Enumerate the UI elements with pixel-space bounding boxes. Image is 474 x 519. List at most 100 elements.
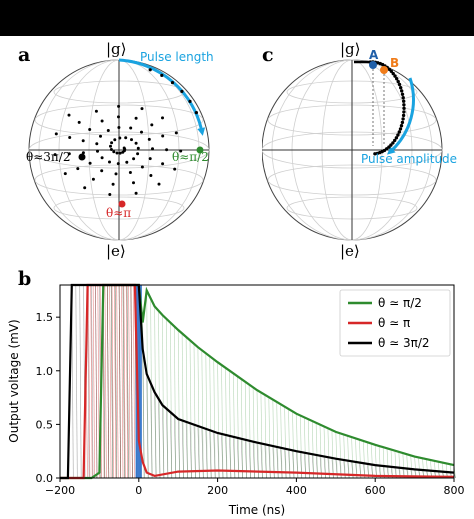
spiral-point: [136, 146, 140, 150]
oscillation-line: [107, 284, 110, 479]
spiral-point: [149, 174, 153, 177]
arc-point: [401, 117, 405, 121]
marker-pi-label: θ≈π: [106, 206, 132, 220]
oscillation-line: [133, 284, 136, 479]
spiral-point: [111, 182, 115, 186]
arc-point: [375, 151, 380, 156]
pulse-length-label: Pulse length: [140, 50, 214, 64]
arc-point: [402, 110, 406, 114]
oscillation-line: [150, 383, 153, 479]
oscillation-line: [181, 420, 184, 479]
spiral-point: [128, 171, 132, 174]
spiral-point: [140, 130, 143, 134]
oscillation-line: [114, 284, 117, 479]
pulse-length-arrow: [118, 58, 206, 136]
oscillation-line: [79, 284, 82, 479]
oscillation-line: [126, 284, 129, 479]
arc-point: [396, 79, 400, 84]
arc-point: [397, 130, 401, 134]
arc-point: [373, 152, 377, 156]
spiral-point: [67, 113, 71, 117]
arc-point: [389, 69, 393, 73]
oscillation-line: [107, 284, 110, 479]
spiral-point: [140, 165, 144, 169]
oscillation-line: [193, 424, 196, 479]
arc-point: [396, 133, 400, 137]
oscillation-line: [92, 284, 95, 479]
spiral-point: [109, 148, 113, 151]
oscillation-line: [125, 284, 128, 479]
marker-pi2-label: θ≈π/2: [172, 150, 209, 164]
arc-point: [397, 82, 402, 87]
oscillation-line: [205, 353, 208, 479]
spiral-point: [115, 151, 119, 155]
oscillation-line: [166, 408, 169, 479]
oscillation-line: [154, 392, 157, 479]
oscillation-line: [197, 347, 200, 479]
oscillation-line: [434, 460, 437, 479]
voltage-chart: −200 0 200 400 600 800 0.0 0.5 1.0 1.5 Time (ns)…: [7, 283, 465, 517]
spiral-point: [54, 132, 58, 136]
pulse-band: [135, 285, 142, 478]
oscillation-line: [449, 464, 452, 479]
spiral-point: [53, 153, 57, 157]
oscillation-line: [130, 284, 133, 479]
arc-point: [393, 74, 397, 78]
oscillation-line: [422, 458, 425, 479]
oscillation-line: [248, 384, 251, 479]
oscillation-line: [114, 284, 117, 479]
panel-b-label: b: [18, 268, 32, 290]
pulse-amplitude-label: Pulse amplitude: [361, 152, 458, 166]
oscillation-line: [174, 326, 177, 479]
oscillation-line: [292, 411, 295, 479]
oscillation-line: [441, 462, 444, 479]
oscillation-line: [104, 284, 107, 479]
series-line-pi2: [60, 283, 455, 480]
spiral-point: [100, 156, 104, 160]
spiral-point: [129, 126, 133, 130]
arc-point: [391, 141, 395, 145]
oscillation-line: [185, 421, 188, 479]
spiral-point: [117, 126, 121, 129]
arc-points: [354, 60, 406, 156]
oscillation-line: [256, 390, 259, 479]
spiral-point: [165, 148, 169, 152]
spiral-point: [148, 157, 152, 161]
spiral-point: [117, 104, 121, 108]
oscillation-line: [233, 373, 236, 479]
x-axis-label: Time (ns): [228, 503, 285, 517]
ket-g-c: |g⟩: [340, 40, 361, 58]
oscillation-line: [319, 424, 322, 479]
oscillation-line: [355, 438, 358, 479]
oscillation-line: [445, 463, 448, 479]
oscillation-line: [280, 404, 283, 479]
oscillation-line: [264, 394, 267, 479]
spiral-point: [116, 162, 120, 166]
oscillation-line: [272, 399, 275, 479]
spiral-point: [96, 149, 99, 153]
oscillation-line: [406, 454, 409, 479]
oscillation-line: [335, 431, 338, 479]
oscillation-line: [122, 284, 125, 479]
marker-pi-dot: [118, 200, 126, 208]
spiral-point: [134, 116, 138, 120]
spiral-point: [100, 169, 104, 173]
spiral-point: [160, 73, 164, 77]
spiral-point: [114, 172, 118, 176]
oscillation-line: [410, 455, 413, 479]
point-b-label: B: [390, 56, 400, 70]
spiral-point: [124, 136, 128, 140]
y-tick-label: 0.5: [36, 418, 54, 431]
spiral-point: [110, 141, 114, 145]
spiral-point: [134, 141, 138, 145]
oscillation-line: [185, 336, 188, 479]
oscillation-line: [121, 284, 124, 479]
x-tick-label: 800: [444, 484, 465, 497]
oscillation-line: [95, 284, 98, 479]
oscillation-line: [430, 459, 433, 479]
spiral-point: [99, 134, 102, 138]
oscillation-line: [284, 406, 287, 479]
spiral-point: [81, 139, 85, 143]
spiral-point: [95, 142, 99, 146]
oscillation-line: [260, 392, 263, 479]
